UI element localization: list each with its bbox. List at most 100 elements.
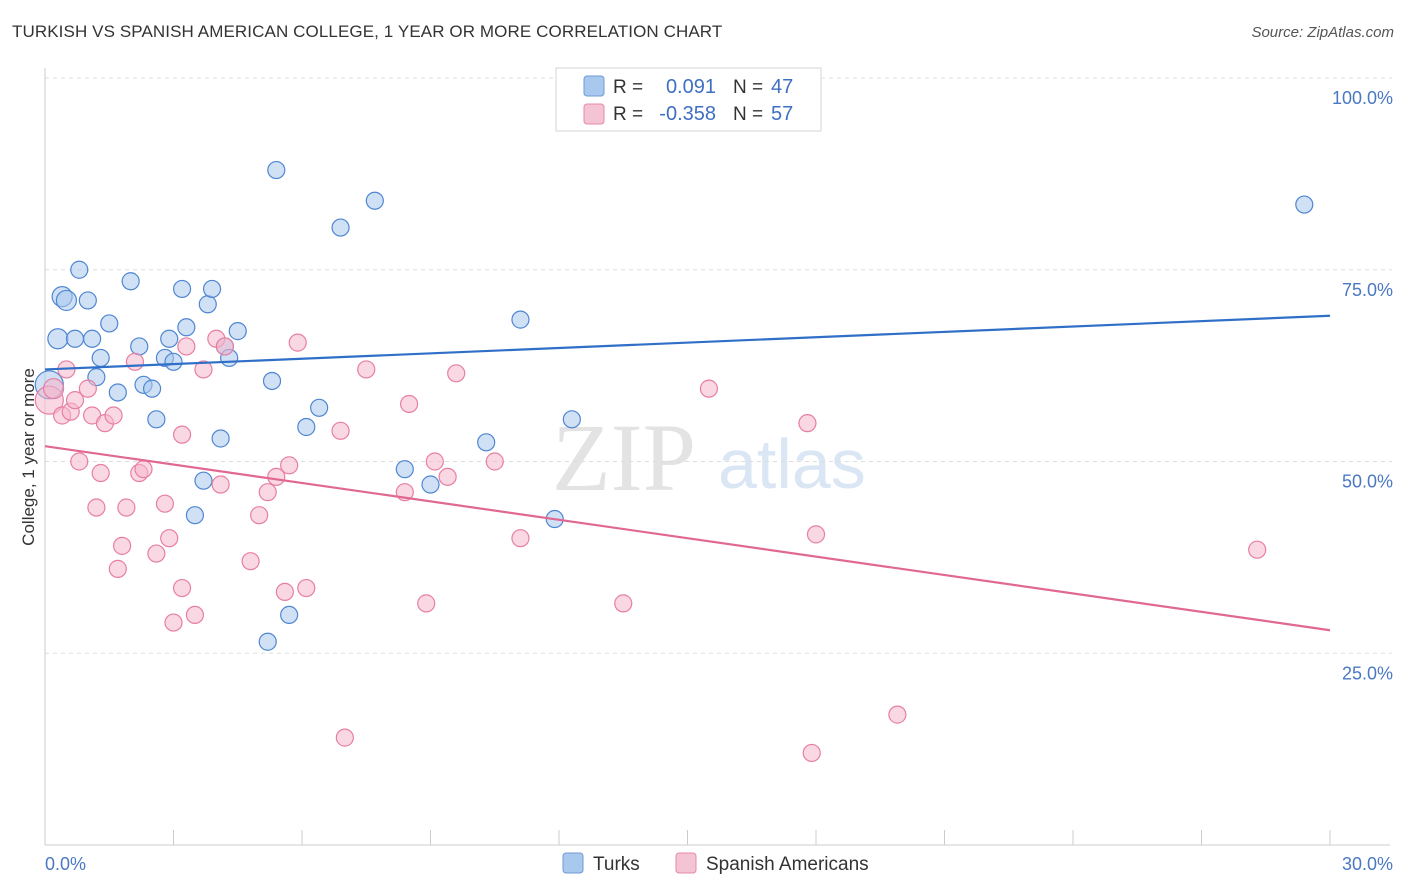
spanish-point-50 xyxy=(614,594,633,613)
y-tick-label-100: 100.0% xyxy=(1332,88,1393,108)
trend-line-turks xyxy=(44,314,1331,371)
turks-point-3 xyxy=(55,289,78,312)
spanish-point-18 xyxy=(134,460,153,479)
turks-point-13 xyxy=(130,337,149,356)
trend-line-spanish xyxy=(44,445,1331,632)
y-axis-title: College, 1 year or more xyxy=(19,368,38,546)
turks-point-24 xyxy=(198,295,217,314)
legend-n-label-spanish: N = xyxy=(733,104,763,125)
turks-point-26 xyxy=(211,429,230,448)
chart-title: TURKISH VS SPANISH AMERICAN COLLEGE, 1 Y… xyxy=(12,22,723,41)
legend-n-value-spanish: 57 xyxy=(771,103,793,125)
spanish-point-14 xyxy=(112,536,132,555)
turks-point-11 xyxy=(108,383,127,402)
spanish-point-16 xyxy=(125,352,145,371)
spanish-point-6 xyxy=(70,452,89,471)
y-tick-label-50: 50.0% xyxy=(1342,472,1393,492)
spanish-point-30 xyxy=(215,337,234,356)
spanish-point-9 xyxy=(87,498,106,517)
x-tick-label-min: 0.0% xyxy=(45,854,86,874)
spanish-point-44 xyxy=(417,594,436,613)
spanish-point-45 xyxy=(425,452,444,471)
turks-point-45 xyxy=(1295,195,1314,214)
spanish-point-1 xyxy=(42,378,65,400)
turks-point-35 xyxy=(310,398,329,417)
series-legend: Turks Spanish Americans xyxy=(562,852,869,875)
spanish-point-35 xyxy=(275,582,294,601)
spanish-point-37 xyxy=(288,333,307,352)
spanish-point-54 xyxy=(806,525,826,544)
turks-point-22 xyxy=(185,506,205,525)
bottom-legend-swatch-spanish xyxy=(675,852,697,874)
spanish-point-34 xyxy=(267,467,286,486)
stats-legend: R = 0.091 N = 47 R = -0.358 N = 57 xyxy=(555,67,822,132)
spanish-point-13 xyxy=(108,559,127,578)
spanish-point-32 xyxy=(250,506,269,525)
turks-point-19 xyxy=(164,352,183,371)
y-tick-label-75: 75.0% xyxy=(1342,280,1393,300)
turks-point-29 xyxy=(228,322,247,341)
spanish-point-40 xyxy=(335,728,354,747)
legend-swatch-turks xyxy=(583,75,605,97)
series-turks-points xyxy=(34,103,1314,651)
spanish-point-21 xyxy=(160,529,179,548)
y-tick-label-25: 25.0% xyxy=(1342,663,1393,683)
spanish-point-53 xyxy=(802,743,821,763)
turks-point-38 xyxy=(395,460,414,479)
turks-point-43 xyxy=(562,410,581,429)
turks-point-9 xyxy=(91,348,110,368)
spanish-point-49 xyxy=(511,529,530,548)
turks-point-12 xyxy=(121,272,140,291)
legend-r-label-turks: R = xyxy=(613,77,643,98)
turks-point-40 xyxy=(477,433,496,452)
turks-point-18 xyxy=(160,329,179,348)
turks-point-20 xyxy=(172,279,192,299)
spanish-point-38 xyxy=(297,578,316,598)
spanish-point-27 xyxy=(194,360,213,379)
legend-n-value-turks: 47 xyxy=(771,76,793,98)
source-label: Source: ZipAtlas.com xyxy=(1251,24,1394,41)
legend-n-label-turks: N = xyxy=(733,77,763,98)
legend-swatch-spanish xyxy=(583,103,605,125)
bottom-legend-label-spanish: Spanish Americans xyxy=(706,854,869,875)
turks-point-10 xyxy=(100,314,119,333)
spanish-point-15 xyxy=(117,498,136,517)
watermark-atlas: atlas xyxy=(718,425,866,503)
bottom-legend-label-turks: Turks xyxy=(593,854,640,875)
turks-point-33 xyxy=(280,605,299,625)
spanish-point-20 xyxy=(155,494,175,513)
turks-point-39 xyxy=(421,475,440,494)
legend-r-value-spanish: -0.358 xyxy=(659,103,716,125)
spanish-point-23 xyxy=(172,578,192,598)
legend-r-label-spanish: R = xyxy=(613,104,643,125)
turks-point-25 xyxy=(202,279,222,299)
spanish-point-33 xyxy=(258,483,277,502)
spanish-point-55 xyxy=(888,705,907,724)
turks-point-34 xyxy=(297,417,316,437)
spanish-point-5 xyxy=(65,391,85,410)
x-ticks xyxy=(173,830,1331,845)
turks-point-1 xyxy=(47,328,69,350)
spanish-point-22 xyxy=(164,613,183,632)
spanish-point-19 xyxy=(147,544,166,563)
turks-point-21 xyxy=(177,318,196,337)
spanish-point-31 xyxy=(241,552,260,571)
turks-point-16 xyxy=(147,410,166,429)
turks-point-4 xyxy=(65,329,85,348)
spanish-point-52 xyxy=(798,414,817,433)
spanish-point-12 xyxy=(104,406,123,425)
spanish-point-29 xyxy=(211,475,230,494)
spanish-point-7 xyxy=(78,379,97,398)
spanish-point-39 xyxy=(331,421,350,440)
turks-point-37 xyxy=(365,191,384,210)
trend-lines xyxy=(44,314,1331,632)
spanish-point-24 xyxy=(172,425,192,444)
spanish-point-56 xyxy=(1248,540,1267,559)
turks-point-32 xyxy=(267,160,286,180)
turks-point-31 xyxy=(262,371,282,391)
x-tick-label-max: 30.0% xyxy=(1342,854,1393,874)
turks-point-36 xyxy=(331,218,350,237)
legend-r-value-turks: 0.091 xyxy=(666,76,716,98)
turks-point-23 xyxy=(194,471,213,490)
turks-point-7 xyxy=(83,329,102,348)
